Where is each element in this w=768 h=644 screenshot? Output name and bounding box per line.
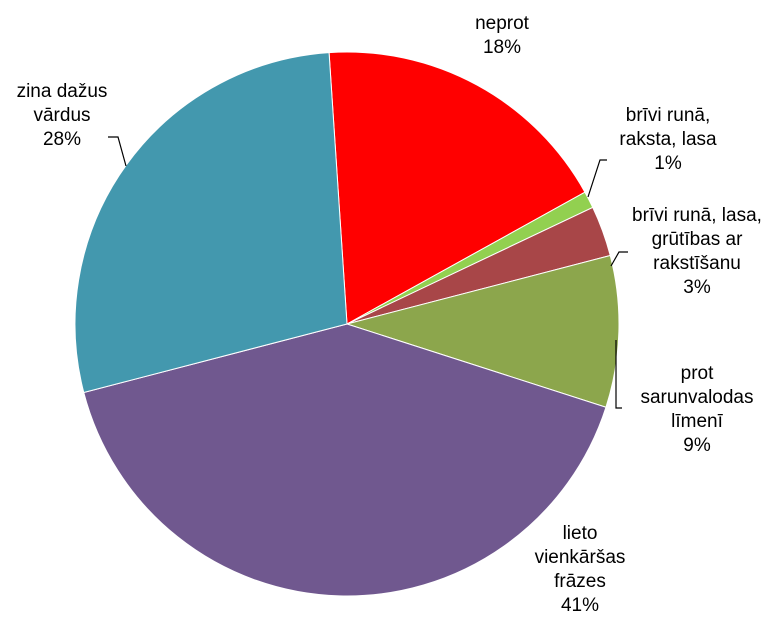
data-label: brīvi runā, raksta, lasa 1%	[598, 104, 738, 176]
value-label: 1%	[654, 153, 682, 174]
category-label: brīvi runā, lasa, grūtības ar rakstīšanu	[632, 205, 762, 274]
pie	[74, 51, 620, 597]
category-label: neprot	[475, 13, 529, 34]
data-label: prot sarunvalodas līmenī 9%	[622, 362, 768, 458]
value-label: 18%	[482, 37, 522, 58]
value-label: 41%	[560, 595, 600, 616]
category-label: lieto vienkāršas frāzes	[534, 523, 626, 592]
leader-line	[615, 340, 622, 409]
pie-slice	[83, 323, 607, 597]
value-label: 9%	[683, 435, 711, 456]
data-label: neprot 18%	[457, 12, 547, 60]
data-label: zina dažus vārdus 28%	[5, 80, 120, 152]
leader-line	[587, 159, 607, 198]
data-label: brīvi runā, lasa, grūtības ar rakstīšanu…	[627, 204, 767, 300]
pie-slice	[74, 52, 348, 394]
leader-line	[108, 136, 127, 167]
leader-line	[610, 251, 628, 267]
data-label: lieto vienkāršas frāzes 41%	[515, 522, 645, 618]
category-label: brīvi runā, raksta, lasa	[619, 105, 717, 150]
category-label: prot sarunvalodas līmenī	[640, 363, 754, 432]
pie-slice	[328, 51, 586, 325]
value-label: 28%	[42, 129, 82, 150]
value-label: 3%	[683, 277, 711, 298]
leader-lines	[108, 136, 628, 409]
category-label: zina dažus vārdus	[16, 81, 108, 126]
